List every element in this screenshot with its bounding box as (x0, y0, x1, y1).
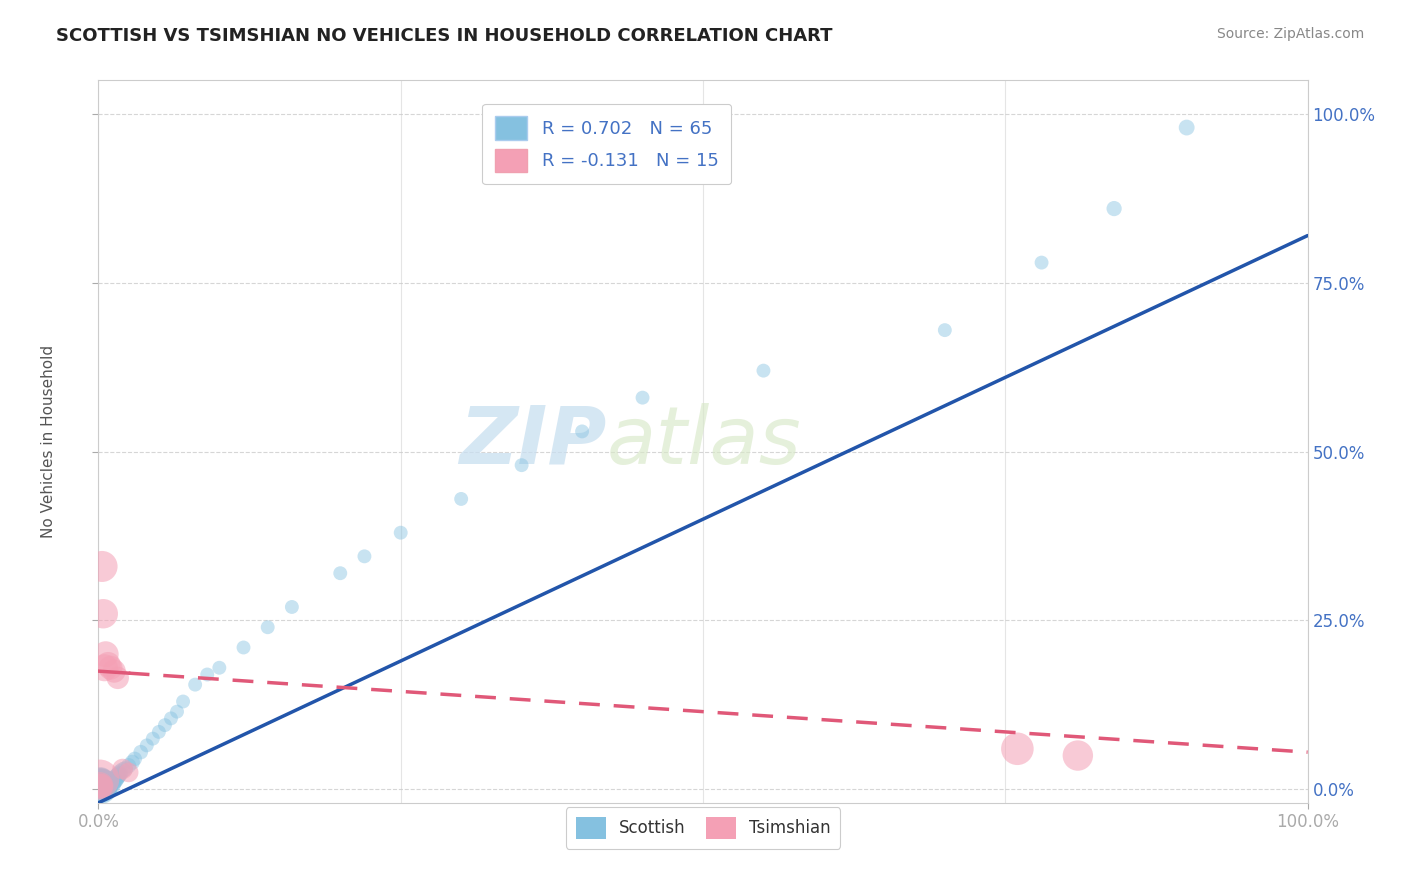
Point (90, 779, 112, 793)
Point (100, 778, 122, 792)
Point (121, 756, 143, 770)
Point (89, 779, 111, 793)
Point (91, 777, 114, 791)
Point (1067, 748, 1090, 763)
Point (90, 772, 112, 787)
Point (91, 607, 114, 621)
Point (91, 775, 114, 789)
Point (135, 739, 157, 753)
Point (94, 778, 117, 792)
Point (118, 758, 141, 772)
Point (111, 762, 134, 776)
Y-axis label: No Vehicles in Household: No Vehicles in Household (41, 345, 56, 538)
Point (114, 762, 136, 776)
Point (208, 661, 231, 675)
Point (93, 779, 115, 793)
Point (160, 711, 183, 725)
Point (148, 725, 170, 739)
Point (142, 731, 165, 746)
Point (101, 774, 124, 789)
Point (329, 566, 352, 581)
Point (389, 525, 412, 540)
Point (934, 323, 956, 337)
Point (90, 779, 112, 793)
Point (281, 599, 304, 614)
Point (91, 772, 114, 787)
Text: ZIP: ZIP (458, 402, 606, 481)
Point (631, 391, 654, 405)
Point (100, 661, 122, 675)
Point (91, 775, 114, 789)
Point (111, 764, 134, 778)
Point (91, 779, 114, 793)
Point (232, 640, 254, 655)
Point (1175, 120, 1198, 135)
Text: Source: ZipAtlas.com: Source: ZipAtlas.com (1216, 27, 1364, 41)
Point (103, 664, 125, 678)
Point (103, 773, 125, 788)
Point (108, 767, 131, 781)
Point (90, 774, 112, 789)
Point (353, 549, 375, 564)
Point (1007, 741, 1029, 756)
Point (94, 775, 117, 789)
Point (166, 705, 188, 719)
Point (510, 458, 533, 472)
Point (172, 694, 194, 708)
Text: atlas: atlas (606, 402, 801, 481)
Point (90, 777, 112, 791)
Point (89, 777, 111, 791)
Point (195, 667, 218, 681)
Point (450, 491, 472, 506)
Point (118, 765, 141, 780)
Point (96, 775, 118, 789)
Point (93, 774, 115, 789)
Point (108, 765, 131, 780)
Point (97, 777, 120, 791)
Point (571, 425, 593, 439)
Point (97, 657, 120, 672)
Point (94, 647, 117, 661)
Point (97, 774, 120, 789)
Point (100, 775, 122, 789)
Point (107, 671, 129, 685)
Point (93, 776, 115, 790)
Legend: Scottish, Tsimshian: Scottish, Tsimshian (565, 807, 841, 848)
Point (91, 778, 114, 792)
Point (184, 678, 207, 692)
Point (256, 620, 278, 634)
Point (104, 772, 127, 787)
Point (96, 778, 118, 792)
Point (100, 773, 122, 788)
Point (1102, 202, 1125, 216)
Point (98, 775, 121, 789)
Point (153, 718, 176, 732)
Point (91, 773, 114, 788)
Point (107, 769, 129, 783)
Point (1031, 255, 1053, 269)
Text: SCOTTISH VS TSIMSHIAN NO VEHICLES IN HOUSEHOLD CORRELATION CHART: SCOTTISH VS TSIMSHIAN NO VEHICLES IN HOU… (56, 27, 832, 45)
Point (89, 772, 111, 787)
Point (124, 752, 146, 766)
Point (93, 661, 115, 675)
Point (752, 364, 775, 378)
Point (105, 770, 128, 784)
Point (91, 559, 114, 574)
Point (89, 779, 111, 793)
Point (89, 775, 111, 789)
Point (129, 745, 152, 759)
